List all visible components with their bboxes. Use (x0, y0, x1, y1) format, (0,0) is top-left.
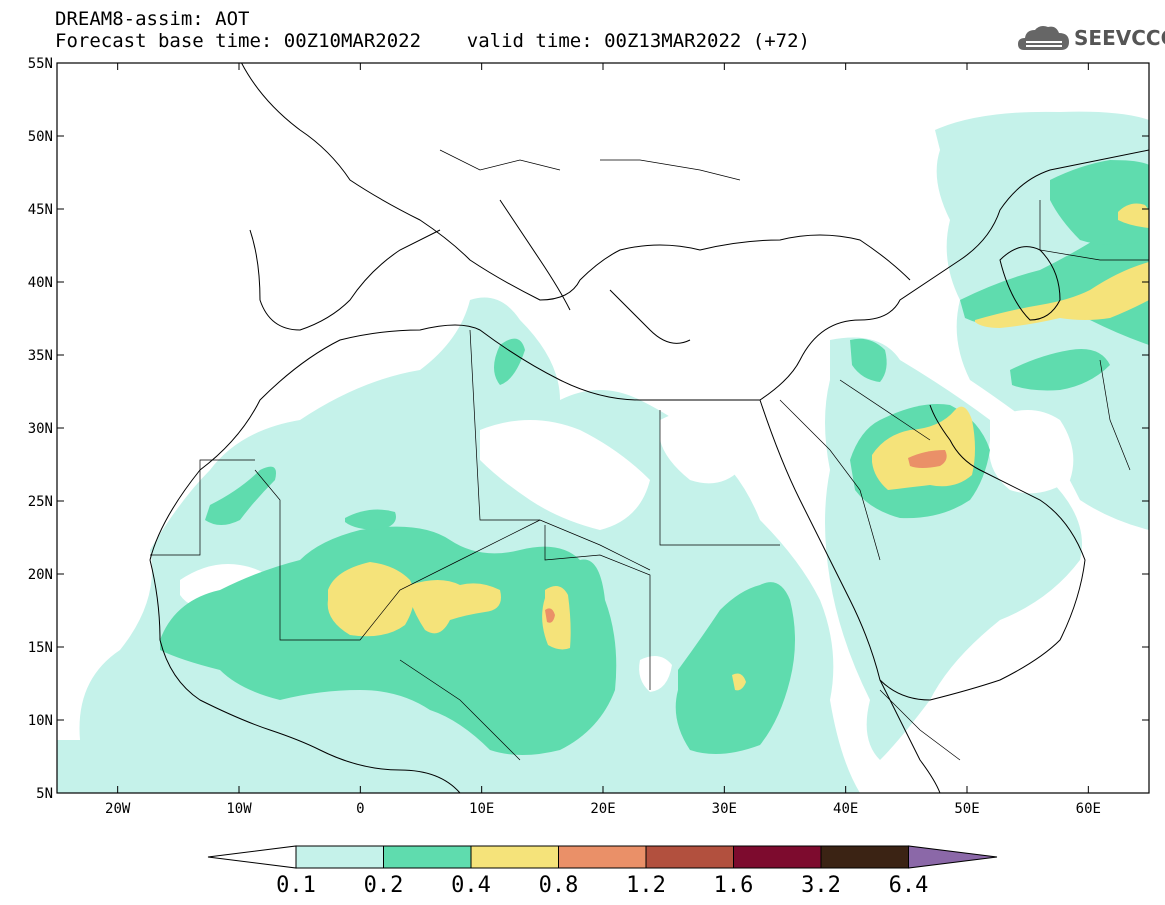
lon-tick-label: 10E (469, 801, 494, 817)
colorbar: 0.1 0.2 0.4 0.8 1.2 1.6 3.2 6.4 (207, 845, 998, 898)
axis-ticks (57, 62, 1149, 794)
lon-tick-label: 0 (356, 801, 364, 817)
colorbar-box (558, 845, 647, 869)
seevccc-logo: SEEVCCC (1016, 22, 1165, 58)
axis-tick-labels: 20W 10W 0 10E 20E 30E 40E 50E 60E 55N 50N 45N 40N 35N… (28, 56, 1101, 817)
colorbar-level-label: 1.2 (626, 873, 666, 898)
colorbar-level-label: 3.2 (801, 873, 841, 898)
colorbar-box (383, 845, 472, 869)
colorbar-over-arrow (908, 845, 998, 869)
aot-level-0.8 (545, 450, 947, 623)
lon-tick-label: 60E (1076, 801, 1101, 817)
map-title: DREAM8-assim: AOT (55, 8, 250, 30)
colorbar-box (733, 845, 822, 869)
colorbar-boxes (207, 845, 998, 869)
aot-map: 20W 10W 0 10E 20E 30E 40E 50E 60E 55N 50N 45N 40N 35N… (28, 56, 1150, 817)
colorbar-under-arrow (207, 845, 297, 869)
lat-tick-label: 40N (28, 275, 53, 291)
aot-field (57, 111, 1149, 793)
lon-tick-label: 50E (954, 801, 979, 817)
lon-tick-label: 40E (833, 801, 858, 817)
lat-tick-label: 15N (28, 640, 53, 656)
lat-tick-label: 10N (28, 713, 53, 729)
lat-tick-label: 50N (28, 129, 53, 145)
colorbar-box (295, 845, 384, 869)
aot-level-0.4 (327, 203, 1149, 691)
lat-tick-label: 45N (28, 202, 53, 218)
forecast-time-line: Forecast base time: 00Z10MAR2022 valid t… (55, 30, 810, 52)
lon-tick-label: 20E (590, 801, 615, 817)
colorbar-box (470, 845, 559, 869)
lat-tick-label: 25N (28, 494, 53, 510)
colorbar-level-label: 0.2 (364, 873, 404, 898)
colorbar-labels: 0.1 0.2 0.4 0.8 1.2 1.6 3.2 6.4 (276, 873, 928, 898)
aot-level-0.2 (160, 160, 1149, 755)
colorbar-level-label: 0.1 (276, 873, 316, 898)
lat-tick-label: 30N (28, 421, 53, 437)
lat-tick-label: 5N (36, 786, 53, 802)
colorbar-level-label: 1.6 (714, 873, 754, 898)
lat-tick-label: 20N (28, 567, 53, 583)
colorbar-box (820, 845, 909, 869)
colorbar-level-label: 0.8 (539, 873, 579, 898)
cloud-icon (1018, 26, 1069, 50)
lat-tick-label: 35N (28, 348, 53, 364)
colorbar-level-label: 0.4 (451, 873, 491, 898)
lon-tick-label: 20W (105, 801, 131, 817)
colorbar-box (645, 845, 734, 869)
lat-tick-label: 55N (28, 56, 53, 72)
lon-tick-label: 30E (712, 801, 737, 817)
country-borders (150, 149, 1149, 761)
lon-tick-label: 10W (226, 801, 252, 817)
coastlines (149, 63, 1149, 793)
logo-text: SEEVCCC (1074, 26, 1165, 50)
colorbar-level-label: 6.4 (889, 873, 929, 898)
